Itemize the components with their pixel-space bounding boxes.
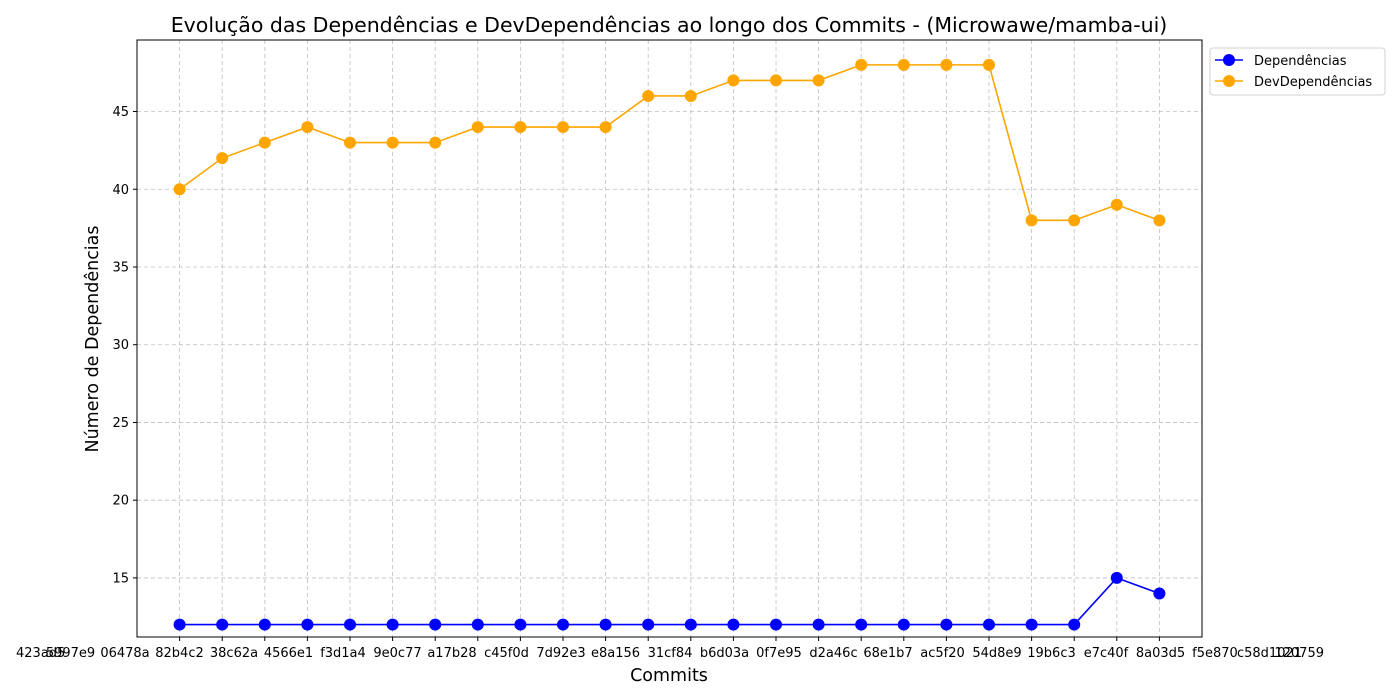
series-line-0 [179,576,1160,626]
data-point [812,618,825,631]
data-point [258,618,271,631]
data-point [599,618,612,631]
data-point [1025,618,1038,631]
data-point [514,121,527,134]
x-tick-label: 82b4c2 [155,646,203,661]
data-point [216,152,229,165]
data-point [301,121,314,134]
data-point [983,618,995,631]
x-tick-label: c45f0d [484,646,529,661]
data-point [940,618,953,631]
x-tick-label: 19b6c3 [1027,646,1075,661]
x-tick-label: 120759 [1274,646,1324,661]
data-point [1153,214,1166,227]
legend-label-dependencias: Dependências [1254,54,1347,69]
x-tick-label: 06478a [100,646,149,661]
data-point [1110,198,1123,211]
x-tick-label: f5e870 [1192,646,1238,661]
data-point [897,618,910,631]
y-tick-label: 40 [112,183,129,198]
x-axis-label: Commits [630,666,708,686]
data-point [386,618,399,631]
data-point [940,58,953,71]
data-point [1068,214,1081,227]
legend-marker-devdependencias [1223,75,1235,87]
y-axis-label: Número de Dependências [83,225,103,452]
y-tick-label: 20 [112,494,129,509]
x-tick-label: 31cf84 [648,646,693,661]
data-point [258,136,271,149]
x-tick-label: d2a46c [809,646,857,661]
data-point [216,618,229,631]
data-point [557,121,569,134]
series-layer [173,58,1166,631]
x-tick-label: 7d92e3 [536,646,585,661]
chart-title: Evolução das Dependências e DevDependênc… [171,13,1168,37]
x-tick-label: 38c62a [210,646,258,661]
data-point [642,618,655,631]
x-tick-label: 4566e1 [264,646,313,661]
legend-frame [1209,47,1386,96]
data-point [173,183,186,196]
legend-marker-dependencias [1223,54,1235,66]
y-tick-label: 35 [112,260,129,275]
y-tick-label: 15 [112,571,129,586]
series-line-1 [179,64,1160,222]
data-point [684,618,697,631]
data-point [301,618,314,631]
data-point [1110,571,1123,584]
data-point [1025,214,1038,227]
x-tick-label: 5997e9 [46,646,95,661]
x-tick-label: e7c40f [1084,646,1129,661]
x-tick-label: 0f7e95 [756,646,802,661]
data-point [344,618,356,631]
grid [137,40,1202,637]
data-point [429,618,442,631]
x-tick-label: e8a156 [591,646,640,661]
data-point [727,74,740,87]
data-point [386,136,399,149]
x-tick-label: a17b28 [427,646,476,661]
data-point [855,618,868,631]
data-point [770,618,782,631]
x-tick-label: f3d1a4 [320,646,366,661]
x-tick-label: 8a03d5 [1136,646,1185,661]
data-point [173,618,186,631]
data-point [557,618,569,631]
legend: Dependências DevDependências [1209,47,1386,96]
plot-area [136,39,1203,638]
x-tick-label: c58d1021 [1237,646,1302,661]
data-point [642,89,655,102]
data-point [429,136,442,149]
x-tick-label: 423ad5 [16,646,65,661]
y-tick-label: 25 [112,416,129,431]
y-tick-label: 45 [112,105,129,120]
data-point [471,618,484,631]
y-tick-label: 30 [112,338,129,353]
x-tick-label: 9e0c77 [373,646,421,661]
data-point [897,58,910,71]
data-point [983,58,995,71]
data-point [1153,587,1166,600]
x-tick-label: 54d8e9 [972,646,1021,661]
data-point [770,74,782,87]
data-point [727,618,740,631]
x-tick-label: b6d03a [700,646,749,661]
data-point [471,121,484,134]
data-point [514,618,527,631]
data-point [855,58,868,71]
legend-label-devdependencias: DevDependências [1254,75,1372,90]
x-tick-label: ac5f20 [920,646,965,661]
data-point [599,121,612,134]
y-axis: 15 20 25 30 35 40 45 [112,105,137,586]
x-tick-label: 68e1b7 [863,646,912,661]
data-point [812,74,825,87]
data-point [1068,618,1081,631]
data-point [344,136,356,149]
data-point [684,89,697,102]
